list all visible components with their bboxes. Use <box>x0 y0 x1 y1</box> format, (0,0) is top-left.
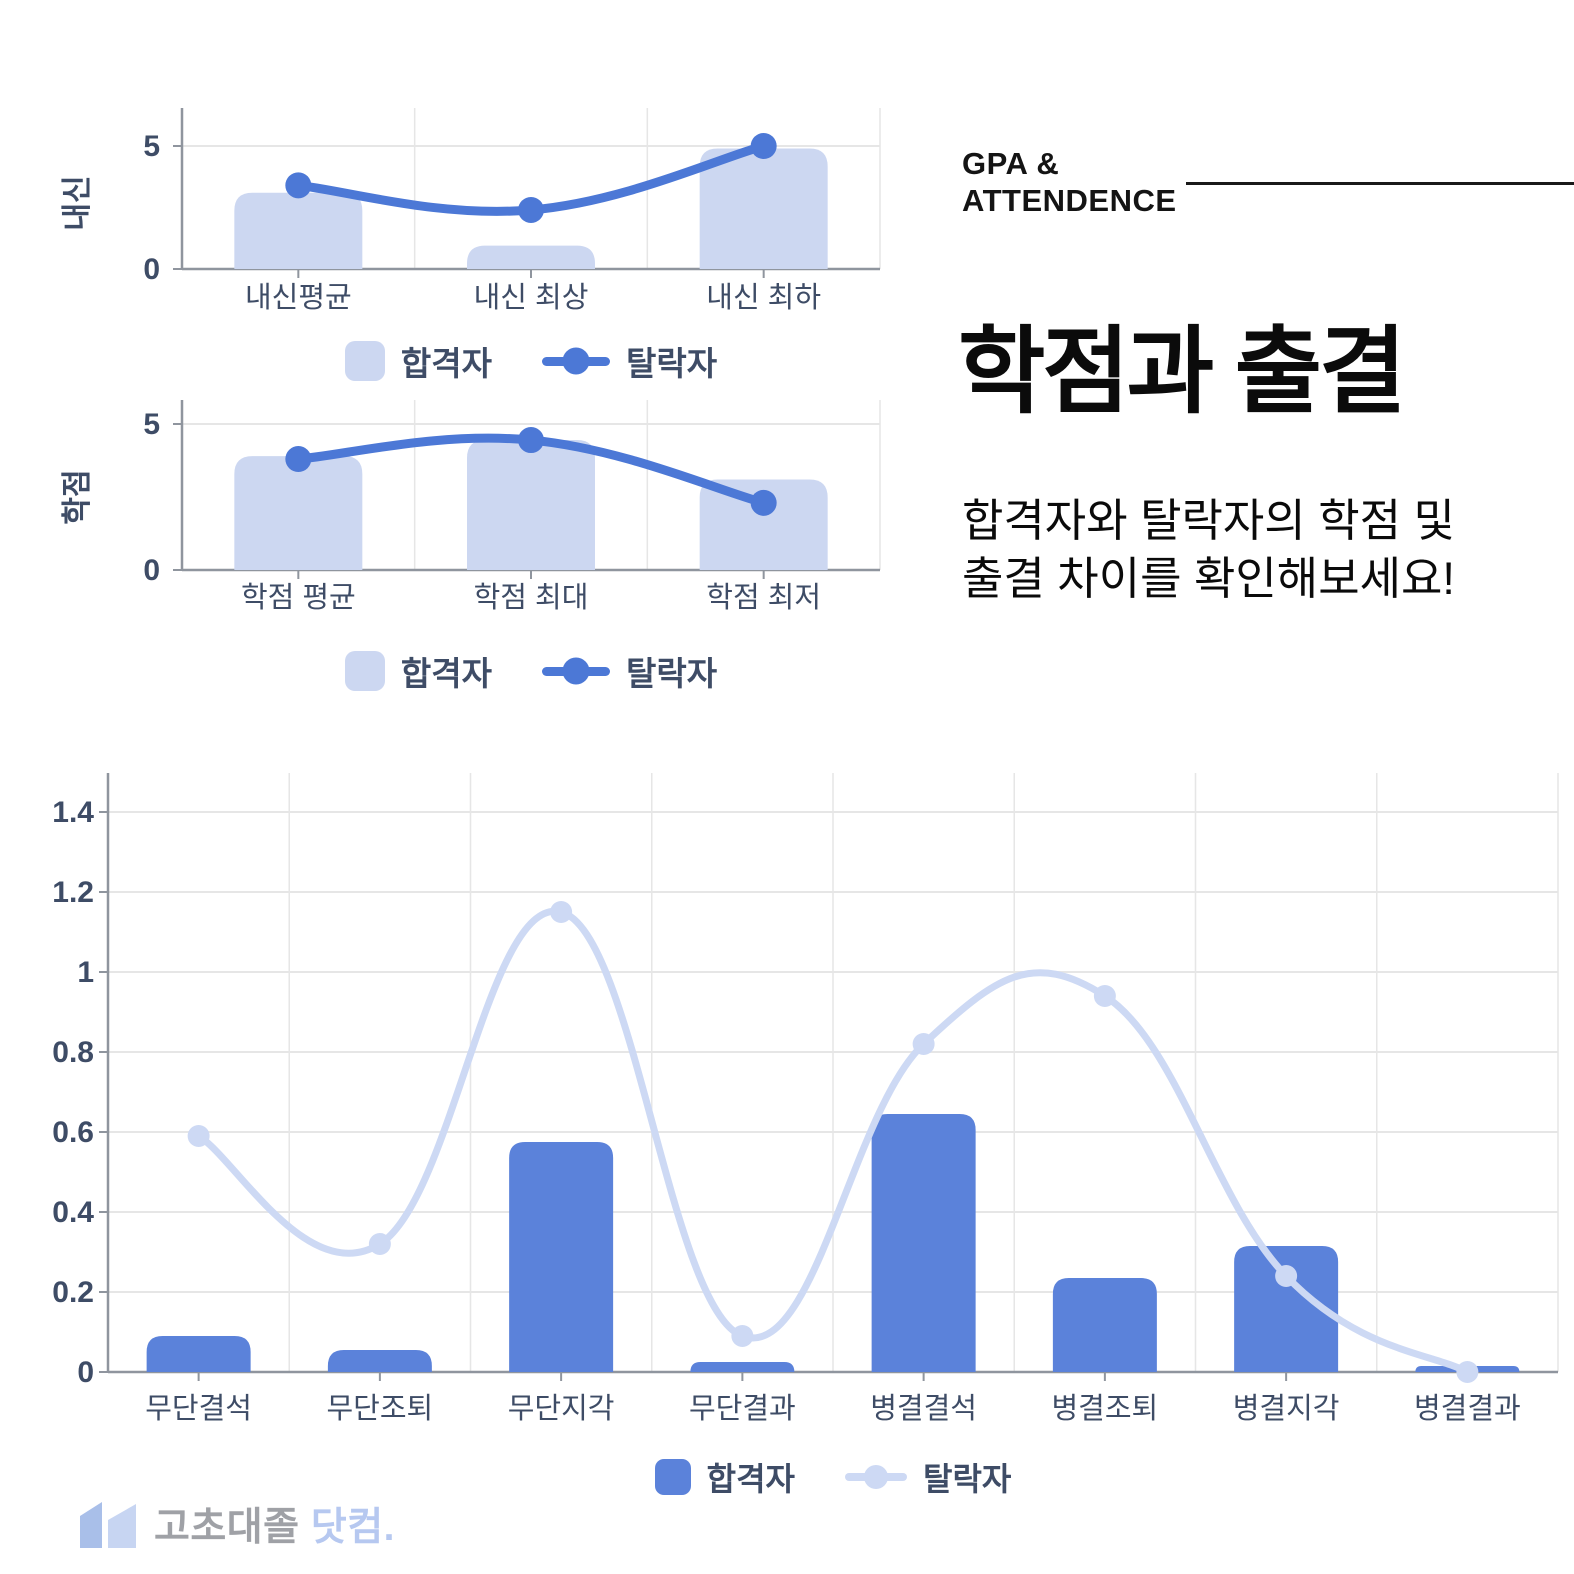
passer-label: 합격자 <box>400 345 492 382</box>
svg-text:내신 최하: 내신 최하 <box>706 281 821 314</box>
brand-text: 고초대졸 닷컴. <box>154 1496 395 1552</box>
svg-text:0: 0 <box>143 253 160 286</box>
axes <box>99 773 1558 1381</box>
svg-text:내신: 내신 <box>61 175 94 230</box>
brand-logo: 고초대졸 닷컴. <box>78 1496 395 1552</box>
failer-dot-icon <box>864 1465 888 1489</box>
svg-text:병결조퇴: 병결조퇴 <box>1052 1393 1159 1425</box>
legend-item-failer: 탈락자 <box>845 1454 1011 1500</box>
failer-label: 탈락자 <box>626 345 718 382</box>
svg-text:1.4: 1.4 <box>52 796 94 829</box>
svg-text:학점 최저: 학점 최저 <box>706 581 821 614</box>
passer-bar-swatch <box>344 341 385 381</box>
svg-text:병결지각: 병결지각 <box>1233 1393 1340 1425</box>
failer-dot-icon <box>562 347 590 375</box>
svg-text:학점 평균: 학점 평균 <box>241 581 356 614</box>
passer-label: 합격자 <box>400 655 492 692</box>
svg-text:0.8: 0.8 <box>52 1036 94 1069</box>
svg-text:병결결과: 병결결과 <box>1414 1393 1521 1425</box>
svg-text:무단조퇴: 무단조퇴 <box>327 1392 434 1425</box>
legend-item-passer: 합격자 <box>654 1454 795 1500</box>
passer-label: 합격자 <box>706 1461 795 1497</box>
tick-labels: 0 0.2 0.4 0.6 0.8 1 1.2 1.4 무단결석 무단조퇴 무단지각 무단결과 병결결석… <box>52 796 1520 1425</box>
gridlines <box>108 773 1559 1372</box>
attendance-legend: 합격자 탈락자 <box>108 1446 1558 1508</box>
bars-passer <box>234 148 828 269</box>
svg-text:내신 최상: 내신 최상 <box>474 282 589 314</box>
svg-text:0.6: 0.6 <box>52 1116 94 1149</box>
legend-item-passer: 합격자 <box>344 647 492 695</box>
svg-text:학점: 학점 <box>61 469 94 524</box>
svg-text:5: 5 <box>143 130 160 163</box>
line-failer <box>285 427 777 516</box>
passer-bar-swatch <box>344 651 385 691</box>
svg-text:0: 0 <box>143 554 160 587</box>
svg-text:0: 0 <box>77 1356 94 1389</box>
tick-labels: 0 5 학점 평균 학점 최대 학점 최저 학점 <box>61 408 821 614</box>
eyebrow-line1: GPA & <box>962 146 1060 181</box>
svg-text:0.2: 0.2 <box>52 1276 94 1309</box>
bars-passer <box>234 440 828 570</box>
svg-text:무단결석: 무단결석 <box>145 1392 252 1425</box>
failer-line-swatch <box>542 347 610 375</box>
svg-text:학점 최대: 학점 최대 <box>474 581 589 614</box>
gpa-legend: 합격자 탈락자 <box>182 642 880 700</box>
attendance-chart: 0 0.2 0.4 0.6 0.8 1 1.2 1.4 무단결석 무단조퇴 무단지각 무단결과 병결결석… <box>52 773 1559 1425</box>
svg-text:병결결석: 병결결석 <box>870 1393 977 1425</box>
brand-gray-text: 고초대졸 <box>154 1506 300 1549</box>
svg-text:내신평균: 내신평균 <box>245 282 352 314</box>
grades-legend: 합격자 탈락자 <box>182 332 880 390</box>
svg-text:0.4: 0.4 <box>52 1196 94 1229</box>
svg-text:1: 1 <box>77 956 94 989</box>
header-divider <box>1186 182 1574 185</box>
brand-dot: . <box>383 1506 395 1549</box>
grades-chart: 0 5 내신평균 내신 최상 내신 최하 내신 <box>61 108 881 314</box>
gpa-chart: 0 5 학점 평균 학점 최대 학점 최저 학점 <box>61 400 881 614</box>
subtitle-line1: 합격자와 탈락자의 학점 및 <box>962 495 1455 546</box>
brand-mark-icon <box>80 1502 136 1548</box>
svg-text:무단결과: 무단결과 <box>689 1392 796 1425</box>
brand-blue-text: 닷컴 <box>310 1506 384 1549</box>
passer-bar-swatch <box>654 1459 691 1495</box>
subtitle-line2: 출결 차이를 확인해보세요! <box>962 552 1455 604</box>
eyebrow-text: GPA & ATTENDENCE <box>962 146 1177 219</box>
failer-dot-icon <box>562 657 590 685</box>
legend-item-failer: 탈락자 <box>542 337 717 385</box>
gridlines <box>182 400 881 570</box>
line-failer <box>285 133 777 223</box>
tick-labels: 0 5 내신평균 내신 최상 내신 최하 내신 <box>61 130 821 314</box>
page-title: 학점과 출결 <box>958 319 1406 425</box>
legend-item-failer: 탈락자 <box>542 647 717 695</box>
failer-label: 탈락자 <box>923 1461 1012 1497</box>
svg-text:무단지각: 무단지각 <box>508 1392 615 1425</box>
legend-item-passer: 합격자 <box>344 337 492 385</box>
svg-text:1.2: 1.2 <box>52 876 94 909</box>
eyebrow-line2: ATTENDENCE <box>962 182 1177 218</box>
failer-line-swatch <box>542 657 610 685</box>
line-failer <box>187 901 1479 1383</box>
failer-line-swatch <box>845 1465 907 1489</box>
svg-text:5: 5 <box>143 408 160 441</box>
failer-label: 탈락자 <box>626 655 718 692</box>
page-subtitle: 합격자와 탈락자의 학점 및 출결 차이를 확인해보세요! <box>962 492 1455 607</box>
